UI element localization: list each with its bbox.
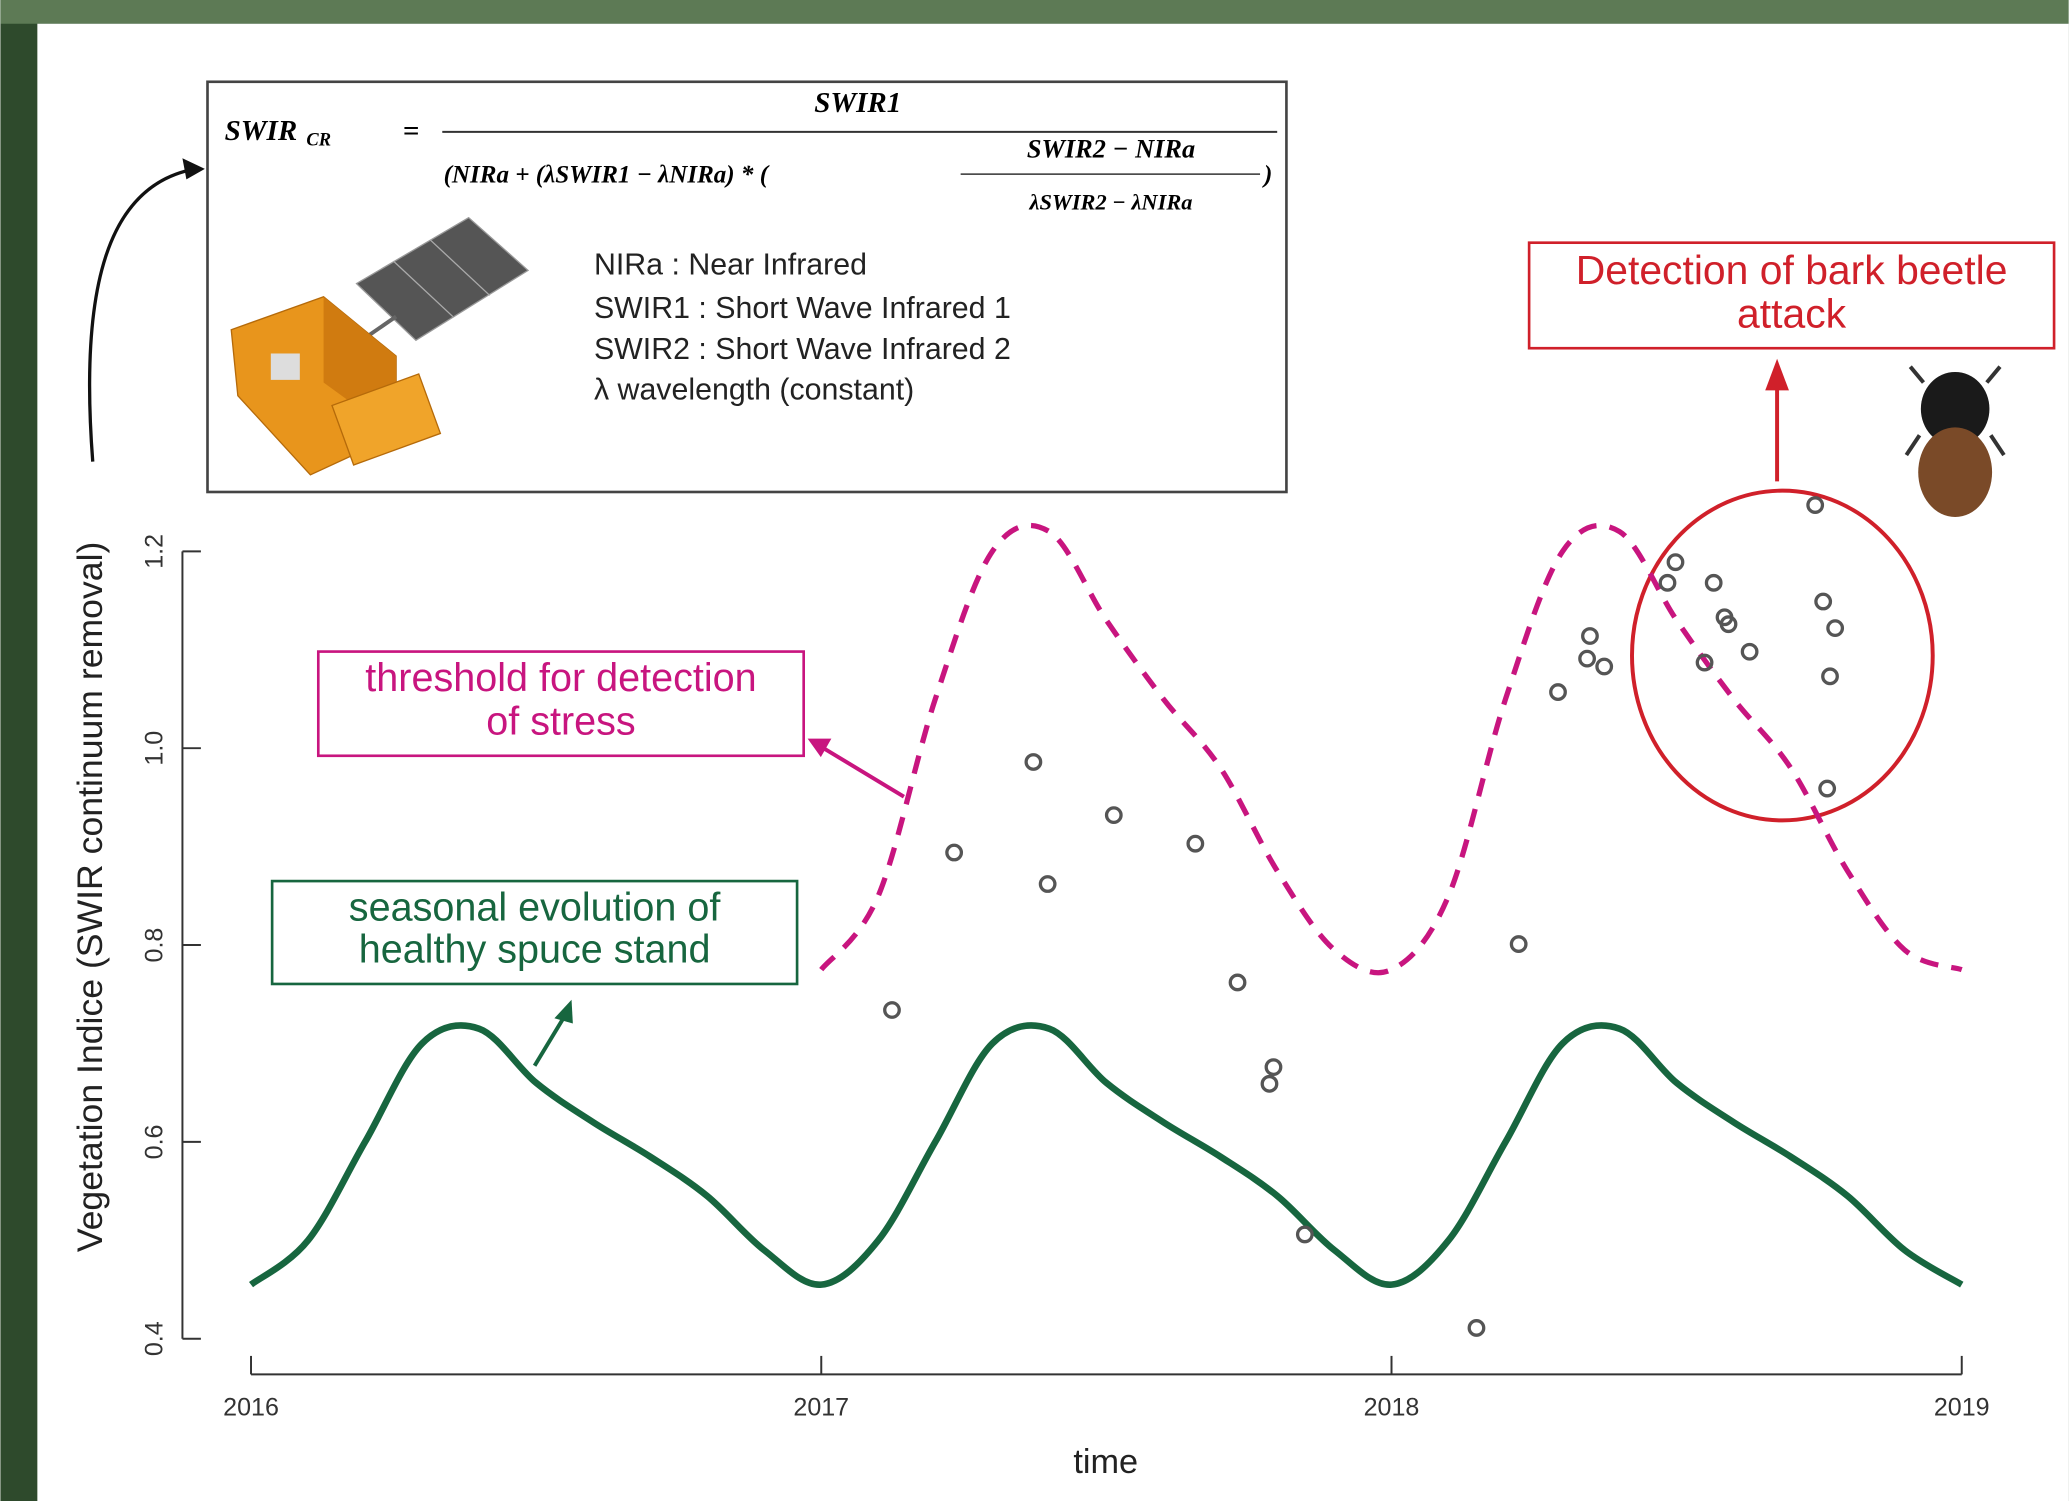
observation-point — [1024, 753, 1043, 771]
formula-inner-numerator: SWIR2 − NIRa — [1027, 135, 1195, 164]
definition: SWIR1 : Short Wave Infrared 1 — [594, 292, 1011, 325]
healthy-label: healthy spuce stand — [359, 928, 711, 972]
formula-equals: = — [403, 115, 420, 147]
formula-numerator: SWIR1 — [814, 87, 901, 119]
observation-point — [1740, 642, 1759, 661]
observation-point — [1704, 573, 1723, 592]
observation-point — [1581, 627, 1599, 645]
threshold-arrow — [819, 744, 905, 799]
formula-inner-denominator: λSWIR2 − λNIRa — [1029, 190, 1193, 215]
y-tick-label: 0.6 — [141, 1124, 169, 1159]
detection-ellipse — [1630, 488, 1935, 823]
observation-point — [1260, 1074, 1279, 1093]
definitions: NIRa : Near Infrared SWIR1 : Short Wave … — [594, 248, 1011, 406]
observation-point — [1549, 683, 1567, 701]
x-tick-label: 2016 — [223, 1393, 279, 1421]
observation-point — [1578, 649, 1596, 668]
observation-point — [1695, 653, 1714, 672]
arrow-head — [182, 158, 205, 180]
healthy-arrow — [532, 1014, 567, 1067]
observation-point — [1228, 973, 1247, 992]
observation-point — [1038, 875, 1057, 893]
y-tick-label: 1.0 — [141, 731, 169, 766]
y-tick-label: 0.4 — [141, 1321, 169, 1356]
healthy-label: seasonal evolution of — [349, 886, 722, 930]
beetle-icon — [1904, 365, 2006, 518]
threshold-label: of stress — [486, 700, 635, 744]
observation-point — [1295, 1225, 1314, 1244]
observation-point — [1821, 667, 1839, 686]
observation-point — [883, 1001, 901, 1019]
observation-point — [1595, 657, 1614, 676]
x-axis-title: time — [1073, 1443, 1138, 1481]
formula-close: ) — [1262, 161, 1272, 188]
formula-denominator: (NIRa + (λSWIR1 − λNIRa) * ( — [444, 161, 770, 188]
x-tick-label: 2018 — [1364, 1393, 1420, 1421]
formula-arrow — [87, 167, 196, 462]
formula-lhs: SWIR — [225, 115, 298, 147]
observation-point — [1104, 806, 1123, 825]
definition: SWIR2 : Short Wave Infrared 2 — [594, 333, 1011, 366]
observation-point — [1264, 1058, 1283, 1077]
satellite-icon — [230, 216, 530, 476]
observation-point — [945, 843, 964, 862]
arrow-head — [554, 999, 573, 1024]
observation-point — [1186, 834, 1205, 853]
observation-point — [1806, 496, 1825, 514]
series-line — [819, 522, 1963, 976]
panel-line — [393, 260, 454, 318]
definition: λ wavelength (constant) — [594, 374, 914, 407]
x-tick-label: 2017 — [793, 1393, 849, 1421]
observation-point — [1509, 935, 1528, 953]
detection-box — [1527, 241, 2056, 350]
observation-point — [1826, 619, 1845, 638]
healthy-box — [270, 879, 799, 986]
x-tick-label: 2019 — [1934, 1393, 1990, 1421]
y-tick-label: 1.2 — [141, 534, 169, 569]
arrow-head — [1765, 358, 1789, 391]
y-tick-label: 0.8 — [141, 928, 169, 963]
panel-line — [429, 239, 491, 296]
forest-top — [0, 0, 2069, 24]
threshold-label: threshold for detection — [365, 656, 756, 700]
formula-lhs-sub: CR — [306, 129, 331, 149]
observation-point — [1467, 1319, 1486, 1337]
observation-point — [1818, 779, 1837, 798]
detection-label: Detection of bark beetle — [1576, 247, 2008, 293]
threshold-box — [316, 650, 805, 758]
detection-label: attack — [1737, 290, 1847, 336]
observation-point — [1719, 615, 1738, 634]
arrow-head — [807, 738, 832, 758]
observation-point — [1666, 553, 1685, 572]
plot-area: 0.4 0.6 0.8 1.0 1.2 2016 2017 2018 2019 — [141, 496, 1990, 1421]
definition: NIRa : Near Infrared — [594, 248, 867, 281]
observation-point — [1814, 592, 1833, 611]
series-line — [249, 1022, 1964, 1288]
y-axis-title: Vegetation Indice (SWIR continuum remova… — [70, 542, 110, 1253]
observation-point — [1658, 573, 1677, 592]
